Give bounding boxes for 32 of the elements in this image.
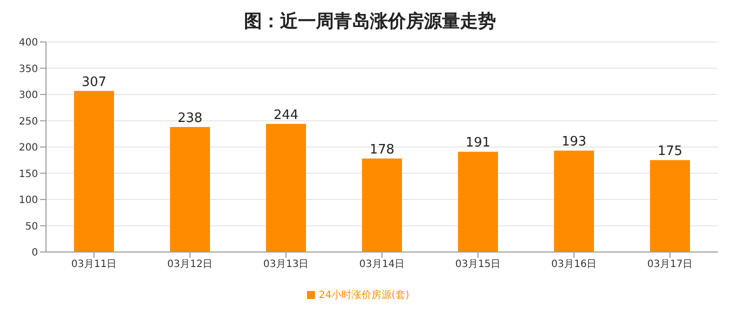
- x-tick-label: 03月12日: [167, 259, 213, 270]
- data-label: 193: [562, 134, 586, 150]
- y-tick-label: 200: [18, 142, 38, 154]
- bar: [170, 127, 210, 252]
- bar: [74, 90, 114, 252]
- y-tick-label: 0: [32, 248, 38, 259]
- x-tick-label: 03月13日: [263, 259, 309, 270]
- y-tick-label: 350: [18, 64, 38, 75]
- y-tick-label: 300: [18, 90, 38, 102]
- x-tick-label: 03月17日: [647, 259, 693, 270]
- data-label: 175: [658, 144, 682, 160]
- data-label: 307: [82, 74, 106, 90]
- x-tick-label: 03月14日: [359, 259, 405, 270]
- bar: [362, 158, 402, 252]
- chart-title: 图：近一周青岛涨价房源量走势: [243, 10, 497, 34]
- y-tick-label: 100: [18, 195, 38, 206]
- data-label: 178: [370, 142, 394, 158]
- x-tick-label: 03月11日: [71, 259, 117, 270]
- y-tick-label: 50: [25, 221, 38, 232]
- bar: [554, 150, 594, 252]
- y-tick-label: 400: [18, 38, 38, 49]
- bar: [650, 160, 690, 252]
- data-label: 238: [178, 111, 202, 126]
- x-tick-label: 03月16日: [551, 259, 597, 270]
- data-label: 244: [274, 108, 298, 123]
- data-label: 191: [466, 136, 490, 151]
- y-tick-label: 150: [18, 168, 38, 180]
- y-tick-label: 250: [18, 116, 38, 128]
- bar: [458, 152, 498, 252]
- legend-label: 24小时涨价房源(套): [318, 290, 410, 301]
- x-tick-label: 03月15日: [455, 259, 501, 270]
- bar: [266, 124, 306, 252]
